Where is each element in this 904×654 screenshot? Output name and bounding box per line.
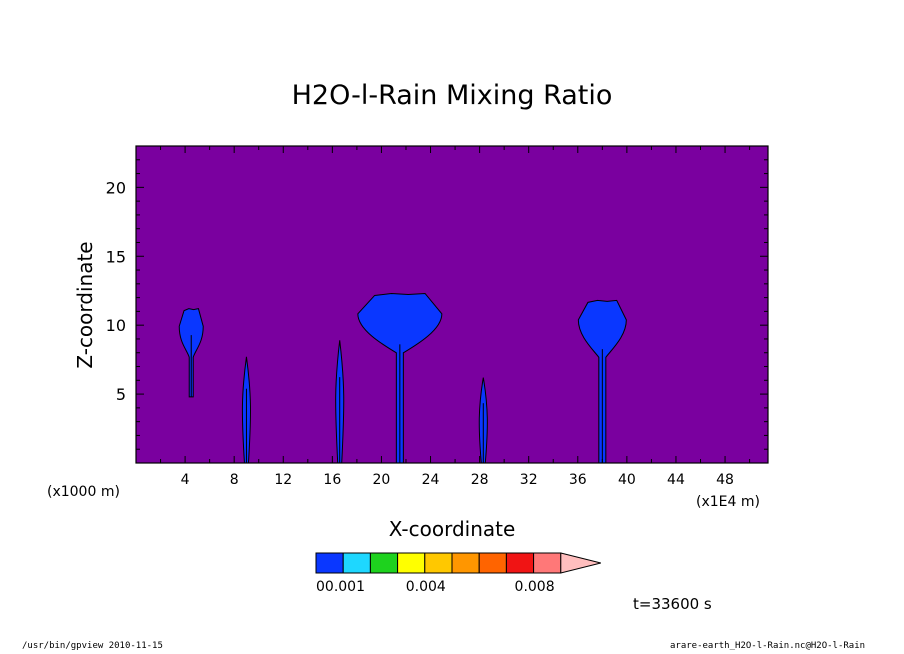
x-tick-label: 32 xyxy=(520,472,538,488)
plot-frame xyxy=(135,145,769,464)
x-tick-label: 48 xyxy=(716,472,734,488)
x-axis-unit-left: (x1000 m) xyxy=(47,484,120,500)
colorbar-box xyxy=(342,552,371,574)
colorbar-extend-arrow xyxy=(560,552,601,574)
colorbar-box xyxy=(397,552,426,574)
y-tick-label: 5 xyxy=(116,385,126,404)
y-tick-label: 20 xyxy=(106,178,126,197)
colorbar-box xyxy=(478,552,507,574)
colorbar-tick-label: 00.001 xyxy=(316,579,365,595)
time-label: t=33600 s xyxy=(633,595,712,613)
y-tick-label: 15 xyxy=(106,247,126,266)
footer-program-date: /usr/bin/gpview 2010-11-15 xyxy=(22,641,163,651)
colorbar-box xyxy=(369,552,399,574)
colorbar-box xyxy=(451,552,480,574)
colorbar-box xyxy=(424,552,453,574)
colorbar-tick-label: 0.008 xyxy=(515,579,555,595)
y-tick-label: 10 xyxy=(106,316,126,335)
x-tick-label: 4 xyxy=(181,472,190,488)
x-tick-label: 24 xyxy=(422,472,440,488)
x-tick-label: 16 xyxy=(323,472,341,488)
field-background xyxy=(136,146,768,463)
x-tick-label: 12 xyxy=(274,472,292,488)
x-tick-label: 36 xyxy=(569,472,587,488)
colorbar-box xyxy=(315,552,344,574)
colorbar-tick-label: 0.004 xyxy=(406,579,446,595)
x-tick-label: 8 xyxy=(230,472,239,488)
plot-area xyxy=(136,146,768,464)
footer-file-variable: arare-earth_H2O-l-Rain.nc@H2O-l-Rain xyxy=(670,641,866,651)
x-tick-label: 40 xyxy=(618,472,636,488)
y-axis-label: Z-coordinate xyxy=(73,241,97,368)
colorbar-box xyxy=(533,552,562,574)
x-axis-label: X-coordinate xyxy=(389,517,516,541)
chart-title: H2O-l-Rain Mixing Ratio xyxy=(292,80,613,111)
colorbar: 00.001 0.004 0.008 xyxy=(315,552,601,595)
x-axis-unit-right: (x1E4 m) xyxy=(696,494,760,510)
x-tick-label: 44 xyxy=(667,472,685,488)
x-tick-label: 20 xyxy=(373,472,391,488)
x-tick-label: 28 xyxy=(471,472,489,488)
colorbar-box xyxy=(505,552,535,574)
